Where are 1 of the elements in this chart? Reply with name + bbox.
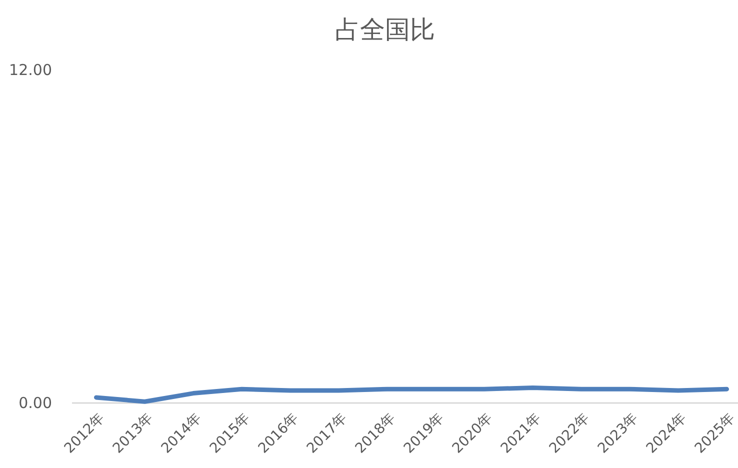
title: 占全国比 — [335, 15, 435, 44]
